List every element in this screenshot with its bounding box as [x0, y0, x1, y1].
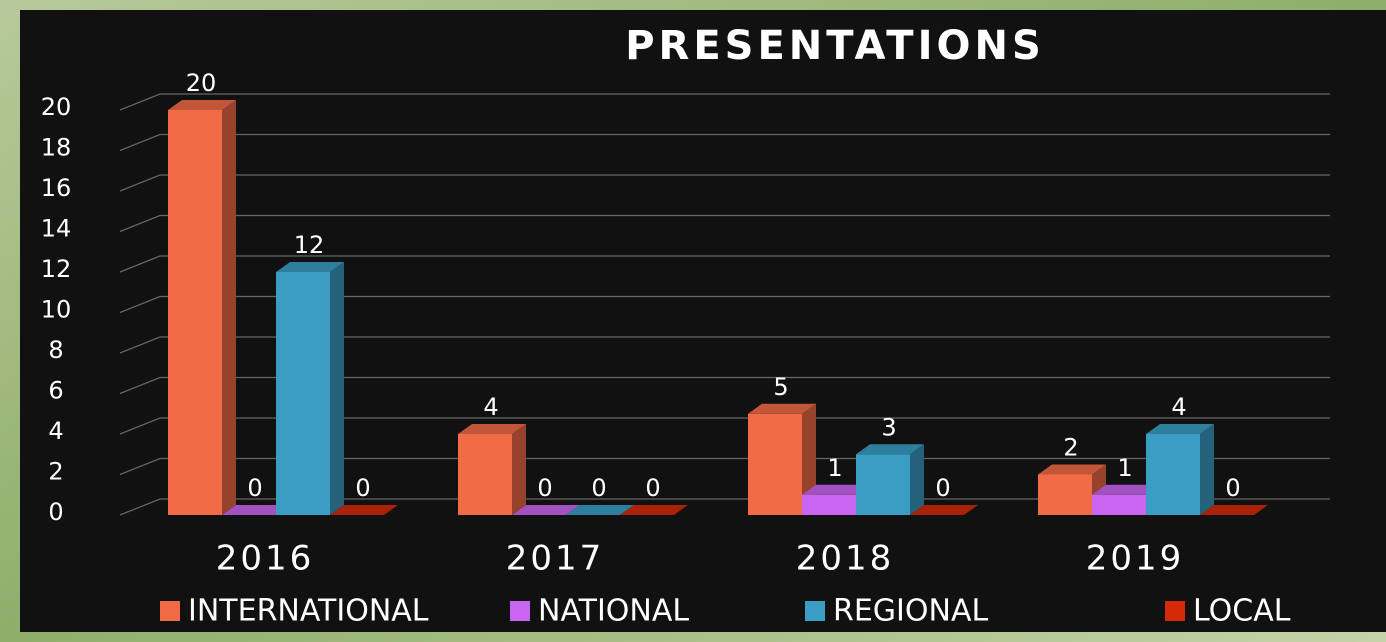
bar-side — [910, 444, 924, 515]
bar-front — [802, 494, 856, 515]
bar-top — [802, 484, 870, 495]
bar-top — [458, 424, 526, 434]
value-label: 0 — [645, 474, 660, 502]
legend-label: NATIONAL — [538, 594, 689, 629]
value-label: 4 — [1171, 393, 1186, 421]
x-tick-label: 2018 — [796, 539, 895, 579]
legend-label: REGIONAL — [833, 594, 988, 629]
legend-label: LOCAL — [1193, 594, 1291, 629]
value-label: 0 — [537, 474, 552, 502]
grid-line — [119, 174, 1330, 192]
value-label: 3 — [881, 413, 896, 441]
y-tick-label: 16 — [41, 174, 72, 202]
bar-top — [222, 505, 290, 515]
bar-top — [620, 505, 688, 515]
bar-top — [168, 100, 236, 110]
bar — [458, 424, 526, 515]
legend-label: INTERNATIONAL — [188, 594, 429, 629]
chart-panel — [20, 10, 1386, 632]
x-tick-label: 2017 — [506, 539, 605, 579]
y-tick-label: 14 — [41, 215, 72, 243]
value-label: 1 — [827, 454, 842, 482]
bar-top — [330, 505, 398, 515]
grid-line — [119, 214, 1330, 233]
bar-top — [566, 505, 634, 515]
y-tick-label: 6 — [48, 377, 63, 405]
y-tick-label: 2 — [48, 458, 63, 486]
grid-line — [119, 417, 1330, 435]
value-label: 0 — [247, 474, 262, 502]
bar-side — [222, 100, 236, 515]
legend-swatch — [805, 601, 825, 621]
y-tick-label: 12 — [41, 255, 72, 283]
value-label: 12 — [294, 231, 325, 259]
bar — [168, 100, 236, 515]
grid-line — [119, 255, 1330, 273]
bar-side — [802, 403, 816, 515]
bar-front — [1038, 474, 1092, 515]
grid-line — [119, 498, 1330, 516]
bar-front — [748, 413, 802, 515]
bar — [512, 505, 580, 515]
legend-swatch — [510, 601, 530, 621]
bar-top — [512, 505, 580, 515]
value-label: 1 — [1117, 454, 1132, 482]
bar-front — [1146, 434, 1200, 515]
grid-line — [119, 93, 1330, 111]
bar-top — [276, 262, 344, 272]
value-label: 0 — [935, 474, 950, 502]
bar-top — [910, 505, 978, 515]
bar-front — [856, 454, 910, 515]
bar — [222, 505, 290, 515]
grid-line — [119, 295, 1330, 314]
bar — [748, 403, 816, 515]
value-label: 2 — [1063, 434, 1078, 462]
bar-top — [1200, 505, 1268, 515]
bar-side — [330, 262, 344, 515]
bar-top — [1038, 464, 1106, 475]
x-tick-label: 2019 — [1086, 539, 1185, 579]
bar — [856, 444, 924, 515]
chart-title: PRESENTATIONS — [625, 23, 1045, 69]
bar-side — [512, 424, 526, 515]
bar — [1146, 424, 1214, 515]
bar-top — [856, 444, 924, 455]
y-tick-label: 8 — [48, 336, 63, 364]
value-label: 0 — [1225, 474, 1240, 502]
bar-front — [1092, 494, 1146, 515]
value-label: 20 — [186, 69, 217, 97]
bar — [330, 505, 398, 515]
legend-swatch — [160, 601, 180, 621]
bar-top — [1146, 424, 1214, 434]
y-tick-label: 4 — [48, 417, 63, 445]
y-tick-label: 10 — [41, 296, 72, 324]
value-label: 4 — [483, 393, 498, 421]
bar-front — [168, 110, 222, 515]
bar-front — [276, 272, 330, 515]
grid-line — [119, 133, 1330, 152]
bar-front — [458, 434, 512, 515]
bar — [1200, 505, 1268, 515]
bar — [566, 505, 634, 515]
bar-top — [1092, 484, 1160, 495]
grid-line — [119, 336, 1330, 354]
y-tick-label: 18 — [41, 134, 72, 162]
grid-line — [119, 457, 1330, 476]
value-label: 5 — [773, 373, 788, 401]
grid-line — [119, 376, 1330, 395]
legend-swatch — [1165, 601, 1185, 621]
bar — [276, 262, 344, 515]
y-tick-label: 0 — [48, 498, 63, 526]
bar — [910, 505, 978, 515]
y-tick-label: 20 — [41, 93, 72, 121]
bar-top — [748, 403, 816, 414]
value-label: 0 — [591, 474, 606, 502]
x-tick-label: 2016 — [216, 539, 315, 579]
value-label: 0 — [355, 474, 370, 502]
bar — [620, 505, 688, 515]
bar-side — [1200, 424, 1214, 515]
